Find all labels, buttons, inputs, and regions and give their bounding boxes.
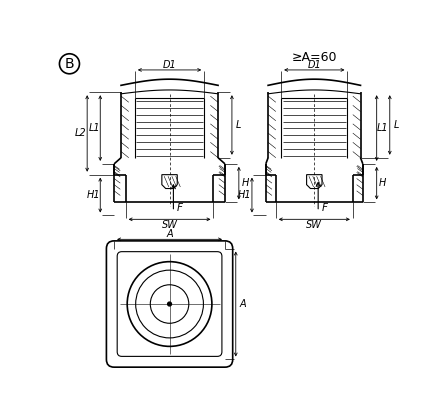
Text: H1: H1 bbox=[238, 190, 252, 200]
Text: L: L bbox=[235, 120, 241, 130]
Polygon shape bbox=[307, 175, 322, 188]
Text: F: F bbox=[321, 203, 327, 213]
Text: L2: L2 bbox=[75, 129, 87, 139]
Text: L1: L1 bbox=[88, 123, 100, 133]
Circle shape bbox=[167, 302, 171, 306]
Text: H1: H1 bbox=[86, 190, 100, 200]
FancyBboxPatch shape bbox=[117, 252, 222, 357]
Text: L: L bbox=[393, 120, 399, 130]
Text: B: B bbox=[65, 57, 74, 71]
FancyBboxPatch shape bbox=[106, 241, 233, 367]
Text: L1: L1 bbox=[377, 123, 388, 133]
Polygon shape bbox=[162, 175, 177, 188]
Text: ≥A=60: ≥A=60 bbox=[292, 51, 337, 64]
Text: H: H bbox=[241, 178, 249, 188]
Text: F: F bbox=[177, 203, 183, 213]
Text: SW: SW bbox=[162, 220, 177, 230]
Text: D1: D1 bbox=[163, 59, 177, 69]
Text: H: H bbox=[379, 178, 387, 188]
Text: A: A bbox=[239, 299, 246, 309]
Text: A: A bbox=[166, 229, 173, 239]
Text: SW: SW bbox=[307, 220, 322, 230]
Text: D1: D1 bbox=[307, 59, 321, 69]
